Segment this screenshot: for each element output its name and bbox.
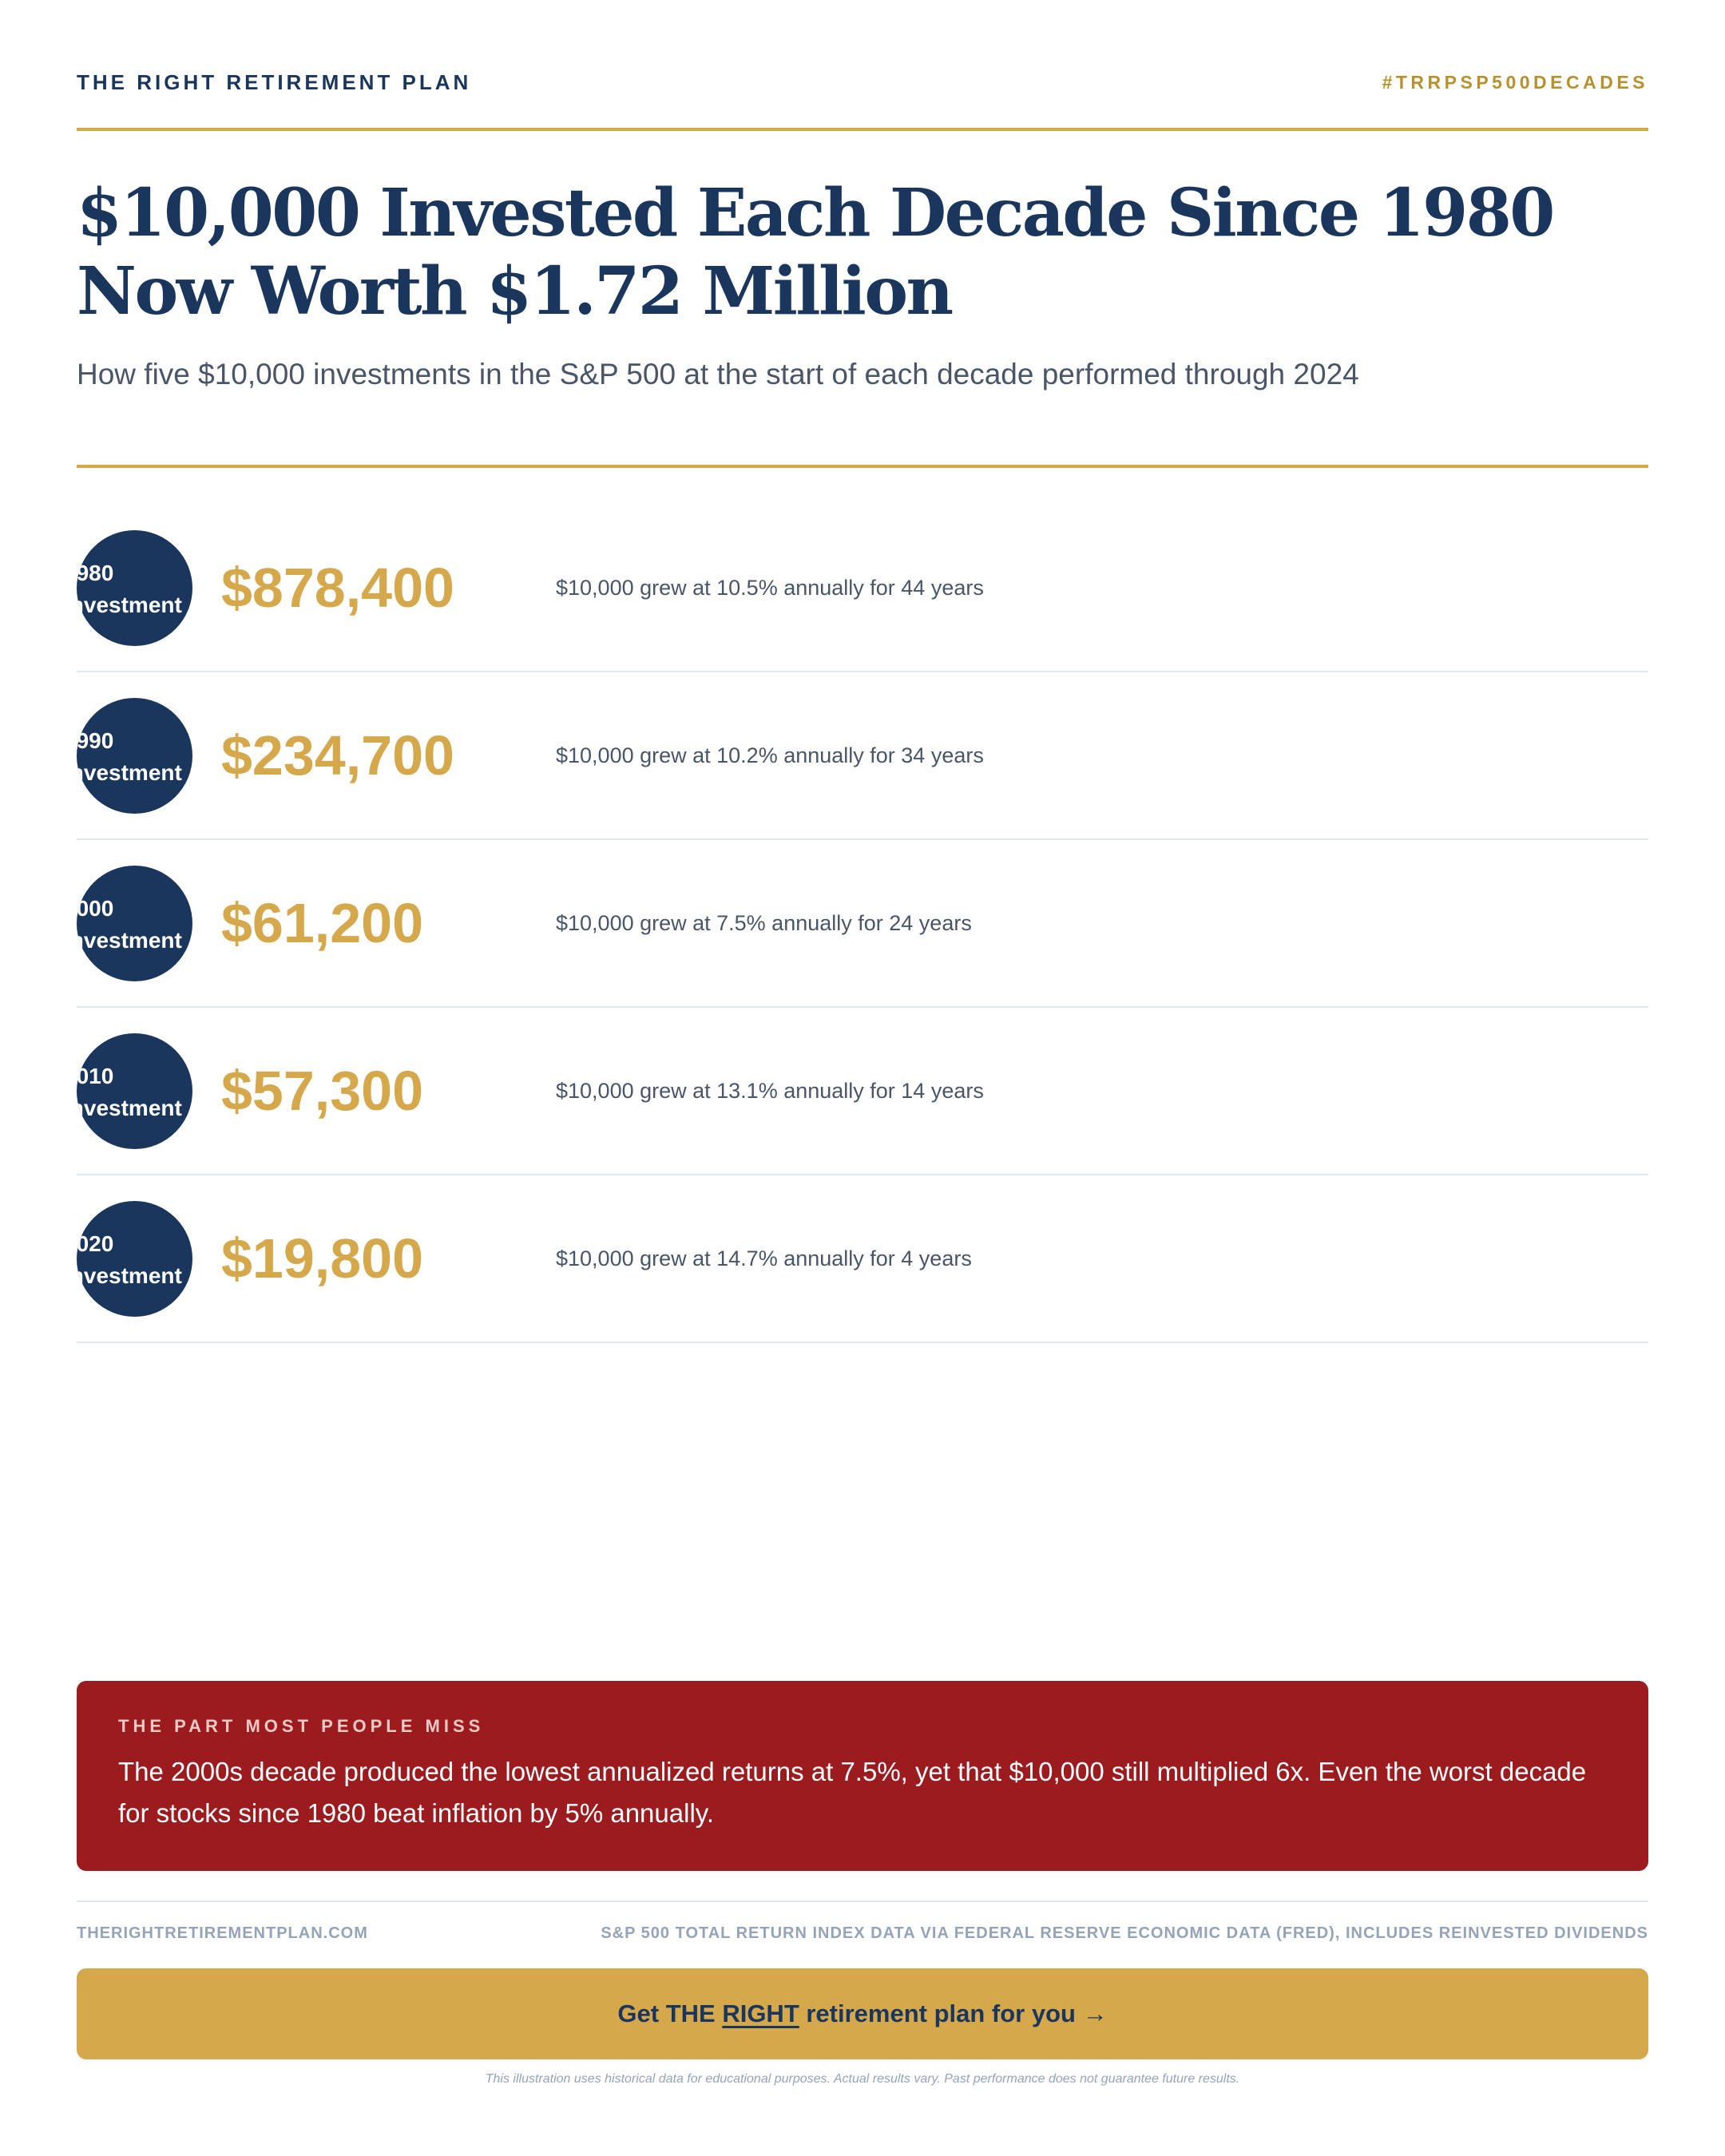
year-badge: 2000 Investment: [77, 865, 192, 981]
badge-year: 2010: [77, 1063, 114, 1088]
page-subtitle: How five $10,000 investments in the S&P …: [77, 358, 1359, 390]
investment-row-2010: 2010 Investment $57,300 $10,000 grew at 1…: [77, 1008, 1648, 1175]
hashtag: #TRRPSP500DECADES: [1382, 72, 1648, 93]
year-badge: 2020 Investment: [77, 1200, 192, 1317]
year-badge: 2010 Investment: [77, 1032, 192, 1149]
current-value: $234,700: [221, 724, 454, 787]
badge-label: Investment: [77, 927, 182, 953]
footer: THERIGHTRETIREMENTPLAN.COM S&P 500 TOTAL…: [77, 1924, 1648, 1943]
investment-row-1980: 1980 Investment $878,400 $10,000 grew at …: [77, 505, 1648, 672]
cta-prefix: Get THE: [617, 1999, 723, 2027]
cta-suffix: retirement plan for you →: [799, 1999, 1108, 2027]
badge-label: Investment: [77, 592, 182, 617]
current-value: $19,800: [221, 1227, 424, 1290]
badge-label: Investment: [77, 759, 182, 785]
top-bar: THE RIGHT RETIREMENT PLAN #TRRPSP500DECA…: [77, 70, 1648, 95]
cta-button[interactable]: Get THE RIGHT retirement plan for you →: [77, 1968, 1648, 2059]
badge-label: Investment: [77, 1262, 182, 1288]
year-badge: 1980 Investment: [77, 529, 192, 646]
disclaimer: This illustration uses historical data f…: [485, 2072, 1240, 2086]
site-link[interactable]: THERIGHTRETIREMENTPLAN.COM: [77, 1924, 368, 1942]
badge-year: 2020: [77, 1231, 114, 1256]
callout-label: THE PART MOST PEOPLE MISS: [118, 1716, 485, 1736]
header-divider: [77, 128, 1648, 131]
insight-callout: THE PART MOST PEOPLE MISS The 2000s deca…: [77, 1681, 1648, 1871]
investment-row-1990: 1990 Investment $234,700 $10,000 grew at …: [77, 672, 1648, 840]
growth-description: $10,000 grew at 14.7% annually for 4 yea…: [556, 1246, 972, 1270]
current-value: $878,400: [221, 557, 454, 619]
brand-name: THE RIGHT RETIREMENT PLAN: [77, 70, 472, 94]
page-title: $10,000 Invested Each Decade Since 1980 …: [77, 175, 1555, 330]
growth-description: $10,000 grew at 13.1% annually for 14 ye…: [556, 1078, 984, 1103]
investment-list: 1980 Investment $878,400 $10,000 grew at …: [77, 505, 1648, 1343]
current-value: $61,200: [221, 892, 424, 954]
growth-description: $10,000 grew at 10.5% annually for 44 ye…: [556, 575, 984, 600]
data-source: S&P 500 TOTAL RETURN INDEX DATA VIA FEDE…: [601, 1924, 1648, 1942]
year-badge: 1990 Investment: [77, 697, 192, 814]
cta-emphasis: RIGHT: [722, 1999, 799, 2027]
badge-label: Investment: [77, 1095, 182, 1120]
title-divider: [77, 465, 1648, 468]
growth-description: $10,000 grew at 10.2% annually for 34 ye…: [556, 743, 984, 767]
callout-text: The 2000s decade produced the lowest ann…: [118, 1757, 1587, 1828]
investment-row-2000: 2000 Investment $61,200 $10,000 grew at 7…: [77, 840, 1648, 1008]
investment-row-2020: 2020 Investment $19,800 $10,000 grew at 1…: [77, 1175, 1648, 1343]
badge-year: 2000: [77, 895, 114, 921]
badge-year: 1990: [77, 727, 114, 753]
growth-description: $10,000 grew at 7.5% annually for 24 yea…: [556, 910, 972, 935]
footer-divider: [77, 1900, 1648, 1902]
current-value: $57,300: [221, 1060, 424, 1122]
badge-year: 1980: [77, 560, 114, 585]
